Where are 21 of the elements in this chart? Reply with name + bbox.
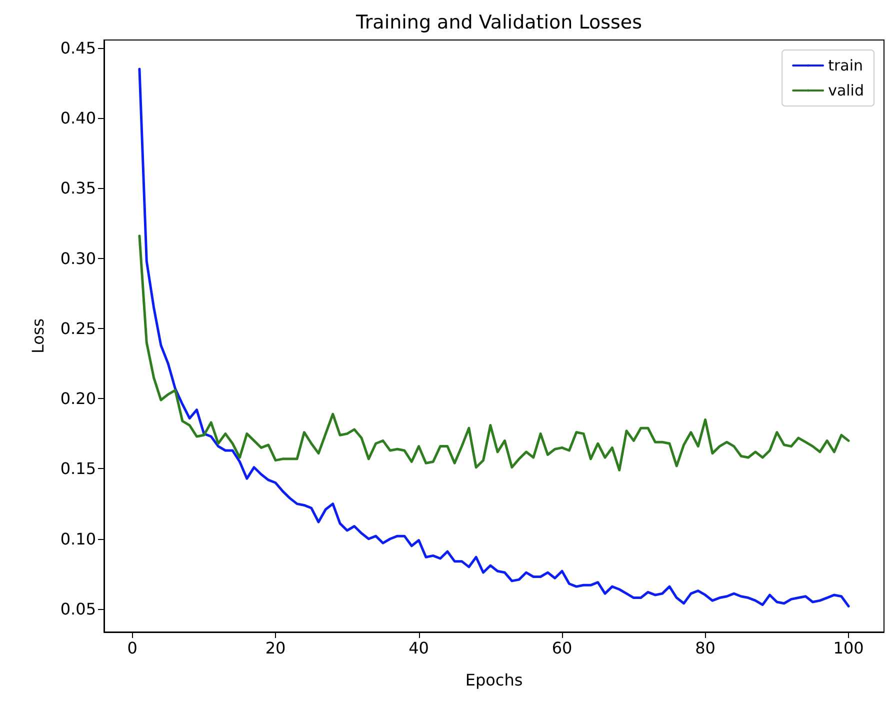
x-tick-label: 0 — [127, 638, 138, 658]
legend-label: valid — [828, 82, 864, 100]
x-tick-label: 80 — [695, 638, 716, 658]
y-tick-label: 0.45 — [60, 38, 96, 58]
y-tick-label: 0.15 — [60, 459, 96, 478]
x-tick-label: 20 — [265, 638, 286, 658]
x-tick-label: 60 — [552, 638, 572, 658]
y-tick-label: 0.10 — [60, 529, 96, 548]
y-tick-label: 0.35 — [60, 178, 96, 198]
y-tick-label: 0.05 — [60, 600, 96, 618]
x-tick-label: 40 — [408, 638, 429, 658]
y-tick-label: 0.30 — [60, 248, 96, 268]
chart-title: Training and Validation Losses — [355, 12, 642, 34]
y-axis-title: Loss — [28, 318, 48, 354]
y-tick-label: 0.25 — [60, 318, 96, 338]
x-tick-label: 100 — [833, 638, 864, 658]
x-axis-title: Epochs — [465, 670, 523, 690]
y-tick-label: 0.40 — [60, 108, 96, 128]
legend-label: train — [828, 56, 863, 74]
y-tick-label: 0.20 — [60, 389, 96, 408]
line-series — [138, 234, 850, 472]
